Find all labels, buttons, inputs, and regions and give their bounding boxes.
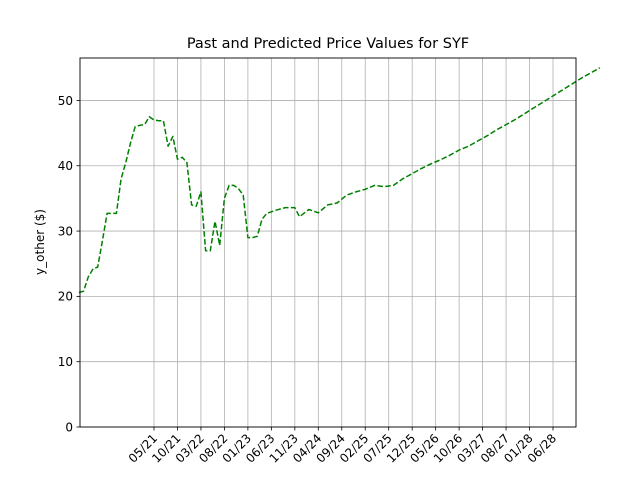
series-line [78,67,601,294]
series-group [78,67,601,294]
y-tick-label: 50 [58,94,73,108]
y-tick-label: 0 [65,420,73,434]
grid [80,58,576,428]
y-axis-label: y_other ($) [33,209,47,275]
x-axis: 05/2110/2103/2208/2201/2306/2311/2304/24… [126,427,559,466]
y-axis: 0 10 20 30 40 50 [58,94,80,434]
y-tick-label: 10 [58,355,73,369]
y-tick-label: 30 [58,224,73,238]
plot-frame [79,57,577,428]
y-tick-label: 40 [58,159,73,173]
chart-title: Past and Predicted Price Values for SYF [187,36,469,52]
y-tick-label: 20 [58,290,73,304]
